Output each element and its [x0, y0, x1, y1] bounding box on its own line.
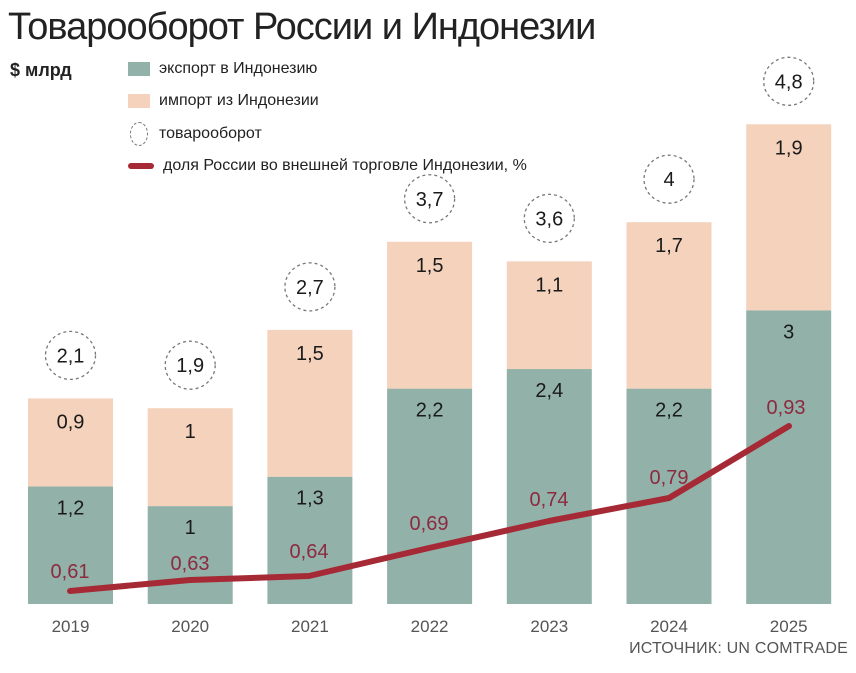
total-value-label: 3,7 [416, 189, 444, 211]
share-value-label: 0,79 [650, 467, 689, 489]
share-line [67, 423, 792, 594]
export-value-label: 2,4 [535, 380, 563, 402]
total-value-label: 4,8 [775, 71, 803, 93]
bar-export-2019 [28, 486, 113, 604]
import-swatch-icon [128, 94, 150, 108]
total-value-label: 2,1 [57, 345, 85, 367]
legend-label: доля России во внешней торговле Индонези… [163, 157, 527, 174]
legend-item-export: экспорт в Индонезию [128, 60, 317, 78]
export-value-label: 1 [185, 517, 196, 539]
share-value-label: 0,64 [290, 541, 329, 563]
total-circle-icon [44, 330, 97, 381]
bar-export-2021 [267, 476, 353, 604]
export-value-label: 1,2 [57, 498, 85, 520]
bar-export-2020 [147, 506, 233, 604]
total-circle-icon [403, 174, 456, 224]
total-circle-icon [763, 56, 815, 106]
bar-import-2021 [267, 329, 353, 477]
bar-import-2022 [387, 241, 473, 389]
legend-item-share: доля России во внешней торговле Индонези… [128, 157, 527, 175]
import-value-label: 1,9 [775, 137, 803, 159]
x-tick-label: 2021 [291, 617, 329, 636]
bar-import-2024 [626, 222, 712, 389]
bar-export-2025 [746, 310, 832, 604]
import-value-label: 1,7 [655, 235, 683, 257]
source-note: ИСТОЧНИК: UN COMTRADE [629, 640, 848, 657]
total-circle-icon [523, 193, 575, 244]
export-value-label: 2,2 [416, 400, 444, 422]
unit-label: $ млрд [10, 60, 72, 80]
import-value-label: 1 [185, 421, 196, 443]
legend-label: экспорт в Индонезию [159, 60, 318, 77]
x-tick-label: 2019 [52, 617, 90, 636]
import-value-label: 0,9 [57, 411, 85, 433]
total-value-label: 3,6 [535, 208, 563, 230]
total-circle-icon [164, 340, 216, 390]
legend-item-import: импорт из Индонезии [128, 92, 319, 110]
share-value-label: 0,74 [530, 489, 569, 511]
share-value-label: 0,93 [767, 397, 806, 419]
total-circle-icon [284, 262, 336, 312]
share-value-label: 0,61 [51, 561, 90, 583]
export-value-label: 1,3 [296, 488, 324, 510]
x-tick-label: 2025 [770, 617, 808, 636]
export-value-label: 2,2 [655, 400, 683, 422]
total-value-label: 2,7 [296, 277, 324, 299]
bar-import-2025 [746, 124, 832, 311]
dashed-circle-icon [130, 122, 148, 146]
legend-label: импорт из Индонезии [159, 92, 319, 109]
export-swatch-icon [128, 62, 150, 76]
bar-import-2020 [147, 408, 233, 507]
bar-export-2023 [506, 369, 592, 604]
import-value-label: 1,5 [416, 255, 444, 277]
total-value-label: 4 [663, 169, 674, 191]
bar-import-2023 [506, 261, 592, 370]
x-tick-label: 2022 [411, 617, 449, 636]
bar-import-2019 [28, 398, 113, 487]
total-value-label: 1,9 [176, 355, 204, 377]
chart-title: Товарооборот России и Индонезии [8, 6, 596, 48]
legend-item-total: товарооборот [128, 122, 262, 146]
x-tick-label: 2024 [650, 617, 688, 636]
share-value-label: 0,63 [171, 553, 210, 575]
export-value-label: 3 [783, 321, 794, 343]
bar-export-2022 [387, 388, 473, 604]
total-circle-icon [643, 154, 695, 204]
legend-label: товарооборот [159, 125, 262, 142]
x-tick-label: 2020 [171, 617, 209, 636]
import-value-label: 1,1 [535, 274, 563, 296]
import-value-label: 1,5 [296, 343, 324, 365]
line-swatch-icon [128, 163, 154, 169]
x-tick-label: 2023 [530, 617, 568, 636]
share-value-label: 0,69 [410, 513, 449, 535]
